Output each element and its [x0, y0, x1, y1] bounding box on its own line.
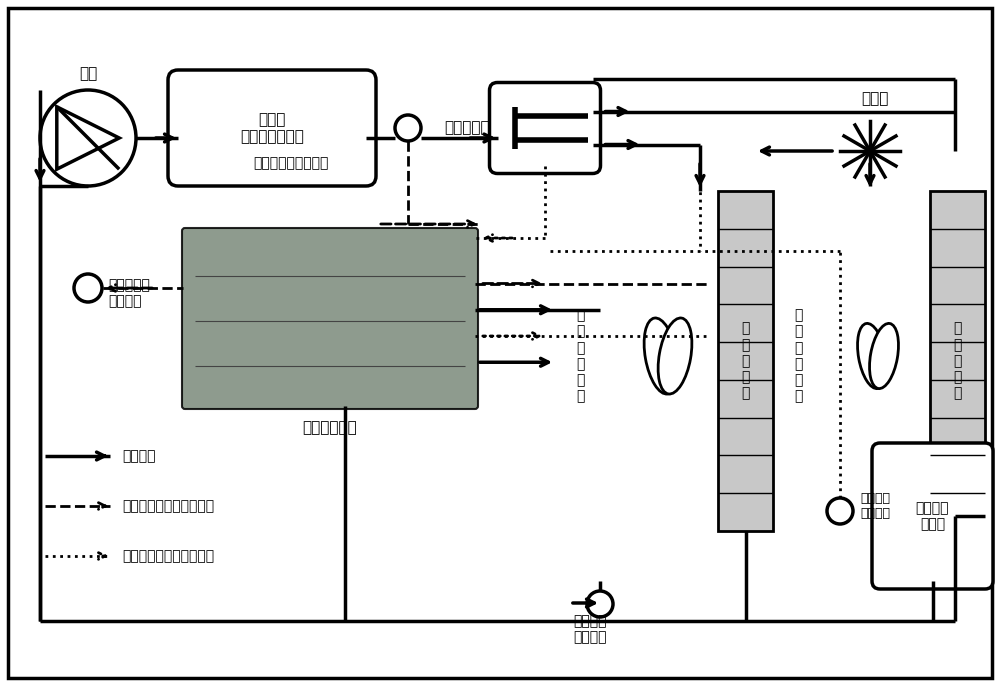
Circle shape [395, 115, 421, 141]
Ellipse shape [658, 318, 692, 394]
Text: 水泵: 水泵 [79, 67, 97, 82]
Bar [718, 191, 773, 531]
Text: 高温系统输入和输出信号: 高温系统输入和输出信号 [122, 499, 214, 513]
Text: 电子控制单元: 电子控制单元 [303, 421, 357, 436]
Text: 高
温
散
热
器: 高 温 散 热 器 [741, 322, 750, 401]
Text: 循环水路: 循环水路 [122, 449, 156, 463]
FancyBboxPatch shape [490, 82, 600, 174]
Text: 流量调节阀: 流量调节阀 [444, 121, 490, 136]
Text: 低
温
冷
却
风
扇: 低 温 冷 却 风 扇 [794, 309, 802, 403]
FancyBboxPatch shape [872, 443, 993, 589]
FancyBboxPatch shape [182, 228, 478, 409]
Text: 高
温
冷
却
风
扇: 高 温 冷 却 风 扇 [576, 309, 584, 403]
Text: 发电机、
控制器: 发电机、 控制器 [916, 501, 949, 531]
Text: 节温器: 节温器 [861, 91, 889, 106]
Ellipse shape [870, 323, 898, 388]
Bar [930, 191, 985, 531]
Text: 发动机
机体、缸盖散热: 发动机 机体、缸盖散热 [240, 112, 304, 144]
Text: 发动机入口
温度采集: 发动机入口 温度采集 [108, 278, 150, 308]
Text: 电机出口
温度采集: 电机出口 温度采集 [573, 614, 607, 644]
Text: 低温系统输入和输出信号: 低温系统输入和输出信号 [122, 549, 214, 563]
Circle shape [866, 147, 874, 156]
Text: 低
温
散
热
器: 低 温 散 热 器 [953, 322, 962, 401]
Ellipse shape [644, 318, 678, 394]
Text: 电机入口
温度采集: 电机入口 温度采集 [860, 492, 890, 520]
Circle shape [587, 591, 613, 617]
Circle shape [40, 90, 136, 186]
Text: 发动机出口温度采集: 发动机出口温度采集 [253, 156, 328, 170]
Circle shape [827, 498, 853, 524]
FancyBboxPatch shape [168, 70, 376, 186]
Circle shape [74, 274, 102, 302]
Ellipse shape [858, 323, 886, 388]
Polygon shape [57, 107, 119, 169]
